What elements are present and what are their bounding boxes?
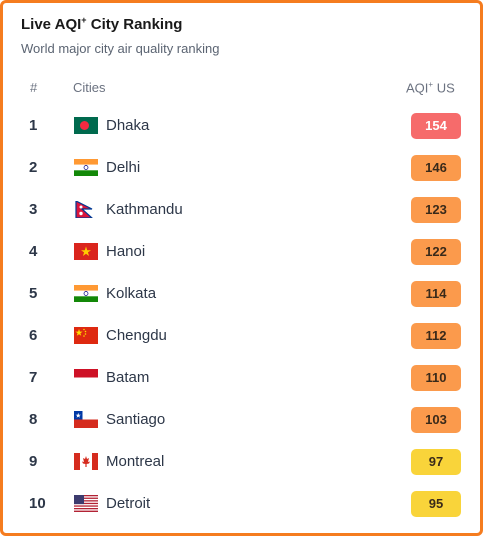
- rank-number: 10: [29, 495, 46, 512]
- aqi-badge: 112: [411, 323, 461, 349]
- rank-number: 9: [29, 453, 38, 470]
- aqi-badge: 122: [411, 239, 461, 265]
- rank-number: 6: [29, 327, 38, 344]
- card-subtitle: World major city air quality ranking: [21, 41, 220, 56]
- bangladesh-flag-icon: [74, 117, 98, 134]
- aqi-badge: 146: [411, 155, 461, 181]
- ranking-row[interactable]: 2 Delhi 146: [3, 147, 480, 189]
- indonesia-flag-icon: [74, 369, 98, 386]
- china-flag-icon: [74, 327, 98, 344]
- city-name[interactable]: Kolkata: [106, 285, 157, 302]
- rank-number: 1: [29, 117, 38, 134]
- ranking-row[interactable]: 1 Dhaka 154: [3, 105, 480, 147]
- cities-column-header: Cities: [73, 80, 106, 95]
- city-name[interactable]: Chengdu: [106, 327, 167, 344]
- aqi-badge: 103: [411, 407, 461, 433]
- nepal-flag-icon: [74, 201, 98, 218]
- aqi-badge: 110: [411, 365, 461, 391]
- aqi-badge: 154: [411, 113, 461, 139]
- ranking-row[interactable]: 7 Batam 110: [3, 357, 480, 399]
- ranking-row[interactable]: 10 Detroit 95: [3, 483, 480, 525]
- ranking-row[interactable]: 3 Kathmandu 123: [3, 189, 480, 231]
- chile-flag-icon: [74, 411, 98, 428]
- rank-number: 3: [29, 201, 38, 218]
- ranking-row[interactable]: 8 Santiago 103: [3, 399, 480, 441]
- city-name[interactable]: Dhaka: [106, 117, 150, 134]
- aqi-badge: 114: [411, 281, 461, 307]
- ranking-row[interactable]: 6 Chengdu 112: [3, 315, 480, 357]
- city-name[interactable]: Hanoi: [106, 243, 146, 260]
- usa-flag-icon: [74, 495, 98, 512]
- aqi-badge: 97: [411, 449, 461, 475]
- rank-number: 7: [29, 369, 38, 386]
- rank-number: 4: [29, 243, 38, 260]
- city-name[interactable]: Montreal: [106, 453, 165, 470]
- rank-number: 2: [29, 159, 38, 176]
- city-name[interactable]: Batam: [106, 369, 150, 386]
- city-name[interactable]: Delhi: [106, 159, 141, 176]
- vietnam-flag-icon: [74, 243, 98, 260]
- city-name[interactable]: Santiago: [106, 411, 166, 428]
- ranking-row[interactable]: 5 Kolkata 114: [3, 273, 480, 315]
- aqi-badge: 123: [411, 197, 461, 223]
- ranking-row[interactable]: 9 Montreal 97: [3, 441, 480, 483]
- india-flag-icon: [74, 285, 98, 302]
- city-name[interactable]: Kathmandu: [106, 201, 183, 218]
- card-title: Live AQI+ City Ranking: [21, 15, 183, 33]
- canada-flag-icon: [74, 453, 98, 470]
- rank-column-header: #: [30, 80, 38, 95]
- rank-number: 8: [29, 411, 38, 428]
- aqi-badge: 95: [411, 491, 461, 517]
- ranking-row[interactable]: 4 Hanoi 122: [3, 231, 480, 273]
- city-name[interactable]: Detroit: [106, 495, 151, 512]
- india-flag-icon: [74, 159, 98, 176]
- rank-number: 5: [29, 285, 38, 302]
- aqi-column-header: AQI+ US: [406, 80, 455, 96]
